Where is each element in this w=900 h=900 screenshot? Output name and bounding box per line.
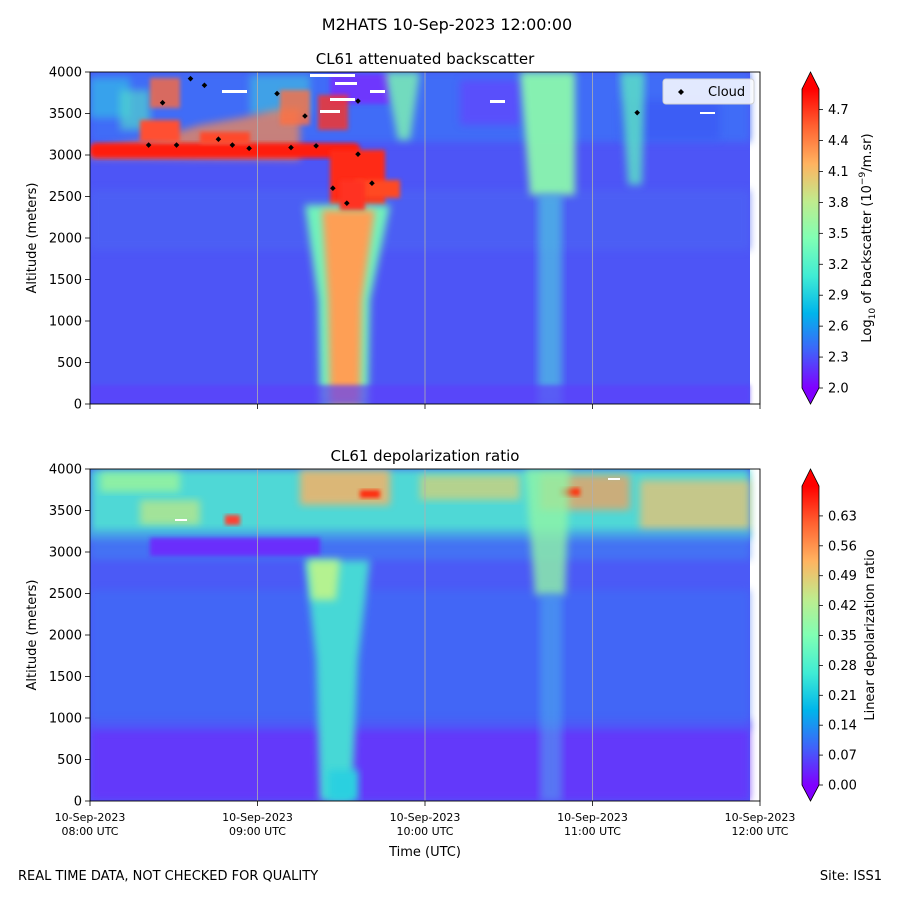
y-tick-label: 1500 bbox=[49, 670, 82, 685]
depolarization-colorbar-label: Linear depolarization ratio bbox=[863, 549, 878, 720]
y-tick-label: 3000 bbox=[49, 149, 82, 164]
depolarization-x-axis: 10-Sep-2023 08:00 UTC 10-Sep-2023 09:00 UTC… bbox=[55, 801, 796, 838]
backscatter-y-axis: 0 500 1000 1500 2000 2500 3000 3500 4000 bbox=[49, 66, 90, 413]
colorbar-tick-label: 4.4 bbox=[828, 134, 849, 149]
x-tick-label: 10-Sep-2023 10:00 UTC bbox=[390, 811, 461, 838]
cloud-point bbox=[288, 144, 294, 151]
legend-marker-icon bbox=[678, 89, 684, 95]
y-tick-label: 1000 bbox=[49, 315, 82, 330]
colorbar-tick-label: 3.5 bbox=[828, 227, 849, 242]
colorbar-tick-label: 0.00 bbox=[828, 779, 857, 794]
y-tick-label: 500 bbox=[57, 356, 82, 371]
y-tick-label: 500 bbox=[57, 753, 82, 768]
cloud-point bbox=[246, 145, 252, 152]
cloud-point bbox=[274, 90, 280, 97]
cloud-point bbox=[145, 142, 152, 148]
colorbar-tick-label: 0.42 bbox=[828, 599, 857, 614]
y-tick-label: 1500 bbox=[49, 273, 82, 288]
colorbar-tick-label: 3.8 bbox=[828, 196, 849, 211]
x-tick-label: 10-Sep-2023 09:00 UTC bbox=[222, 811, 293, 838]
colorbar-tick-label: 4.1 bbox=[828, 165, 849, 180]
cloud-point bbox=[369, 180, 375, 187]
cloud-point bbox=[215, 136, 222, 143]
colorbar-tick-label: 2.0 bbox=[828, 382, 849, 397]
depolarization-ylabel: Altitude (meters) bbox=[25, 580, 40, 691]
y-tick-label: 4000 bbox=[49, 463, 82, 478]
cloud-point bbox=[201, 82, 208, 89]
footer-disclaimer: REAL TIME DATA, NOT CHECKED FOR QUALITY bbox=[18, 869, 319, 884]
depolarization-panel: CL61 depolarization ratio bbox=[25, 447, 878, 860]
colorbar-min-arrow bbox=[802, 388, 819, 404]
colorbar-tick-label: 2.3 bbox=[828, 351, 849, 366]
colorbar-tick-label: 0.14 bbox=[828, 719, 857, 734]
cloud-point bbox=[355, 98, 361, 104]
colorbar-gradient bbox=[802, 486, 819, 785]
depolarization-xlabel: Time (UTC) bbox=[388, 845, 461, 860]
colorbar-tick-label: 0.63 bbox=[828, 509, 857, 524]
backscatter-x-axis bbox=[89, 404, 761, 409]
colorbar-tick-label: 0.07 bbox=[828, 749, 857, 764]
cloud-point bbox=[187, 75, 194, 82]
backscatter-ylabel: Altitude (meters) bbox=[25, 183, 40, 294]
x-tick-label: 10-Sep-2023 12:00 UTC bbox=[725, 811, 796, 838]
colorbar-tick-label: 0.35 bbox=[828, 629, 857, 644]
y-tick-label: 3000 bbox=[49, 546, 82, 561]
cloud-point bbox=[344, 200, 350, 206]
cloud-point bbox=[173, 142, 180, 148]
cloud-point bbox=[355, 151, 361, 157]
colorbar-tick-label: 3.2 bbox=[828, 258, 849, 273]
y-tick-label: 2500 bbox=[49, 190, 82, 205]
backscatter-gridlines bbox=[257, 72, 593, 404]
y-tick-label: 0 bbox=[74, 398, 82, 413]
colorbar-gradient bbox=[802, 89, 819, 388]
cloud-point bbox=[302, 113, 308, 119]
y-tick-label: 0 bbox=[74, 795, 82, 810]
colorbar-tick-label: 2.6 bbox=[828, 320, 849, 335]
y-tick-label: 2000 bbox=[49, 629, 82, 644]
cloud-markers bbox=[145, 75, 640, 206]
y-tick-label: 3500 bbox=[49, 504, 82, 519]
suptitle: M2HATS 10-Sep-2023 12:00:00 bbox=[322, 15, 572, 34]
colorbar-tick-label: 4.7 bbox=[828, 103, 849, 118]
y-tick-label: 1000 bbox=[49, 712, 82, 727]
colorbar-tick-label: 0.56 bbox=[828, 539, 857, 554]
depolarization-y-axis: 0 500 1000 1500 2000 2500 3000 3500 4000 bbox=[49, 463, 90, 810]
cloud-point bbox=[159, 99, 166, 106]
backscatter-title: CL61 attenuated backscatter bbox=[316, 50, 535, 68]
colorbar-tick-label: 0.28 bbox=[828, 659, 857, 674]
y-tick-label: 4000 bbox=[49, 66, 82, 81]
footer-site: Site: ISS1 bbox=[819, 869, 882, 884]
colorbar-max-arrow bbox=[802, 469, 819, 486]
backscatter-panel: CL61 attenuated backscatter bbox=[25, 50, 878, 413]
y-tick-label: 2500 bbox=[49, 587, 82, 602]
depolarization-colorbar: 0.00 0.07 0.14 0.21 0.28 0.35 0.42 0.49 0.56 0.63… bbox=[801, 468, 878, 802]
y-tick-label: 2000 bbox=[49, 232, 82, 247]
depolarization-gridlines bbox=[257, 469, 593, 801]
cloud-point bbox=[229, 142, 236, 148]
backscatter-colorbar-label: Log10 of backscatter (10−9/m.sr) bbox=[858, 133, 878, 342]
cloud-point bbox=[634, 109, 640, 116]
cloud-point bbox=[330, 185, 336, 191]
y-tick-label: 3500 bbox=[49, 107, 82, 122]
legend: Cloud bbox=[662, 78, 755, 105]
colorbar-tick-label: 0.49 bbox=[828, 569, 857, 584]
legend-label: Cloud bbox=[708, 85, 745, 100]
colorbar-min-arrow bbox=[802, 785, 819, 801]
colorbar-tick-label: 2.9 bbox=[828, 289, 849, 304]
depolarization-title: CL61 depolarization ratio bbox=[331, 447, 520, 465]
colorbar-max-arrow bbox=[802, 72, 819, 89]
backscatter-colorbar: 2.0 2.3 2.6 2.9 3.2 3.5 3.8 4.1 4.4 4.7 Log10 of … bbox=[801, 71, 878, 405]
x-tick-label: 10-Sep-2023 11:00 UTC bbox=[557, 811, 628, 838]
cloud-point bbox=[313, 143, 319, 149]
colorbar-tick-label: 0.21 bbox=[828, 689, 857, 704]
x-tick-label: 10-Sep-2023 08:00 UTC bbox=[55, 811, 126, 838]
